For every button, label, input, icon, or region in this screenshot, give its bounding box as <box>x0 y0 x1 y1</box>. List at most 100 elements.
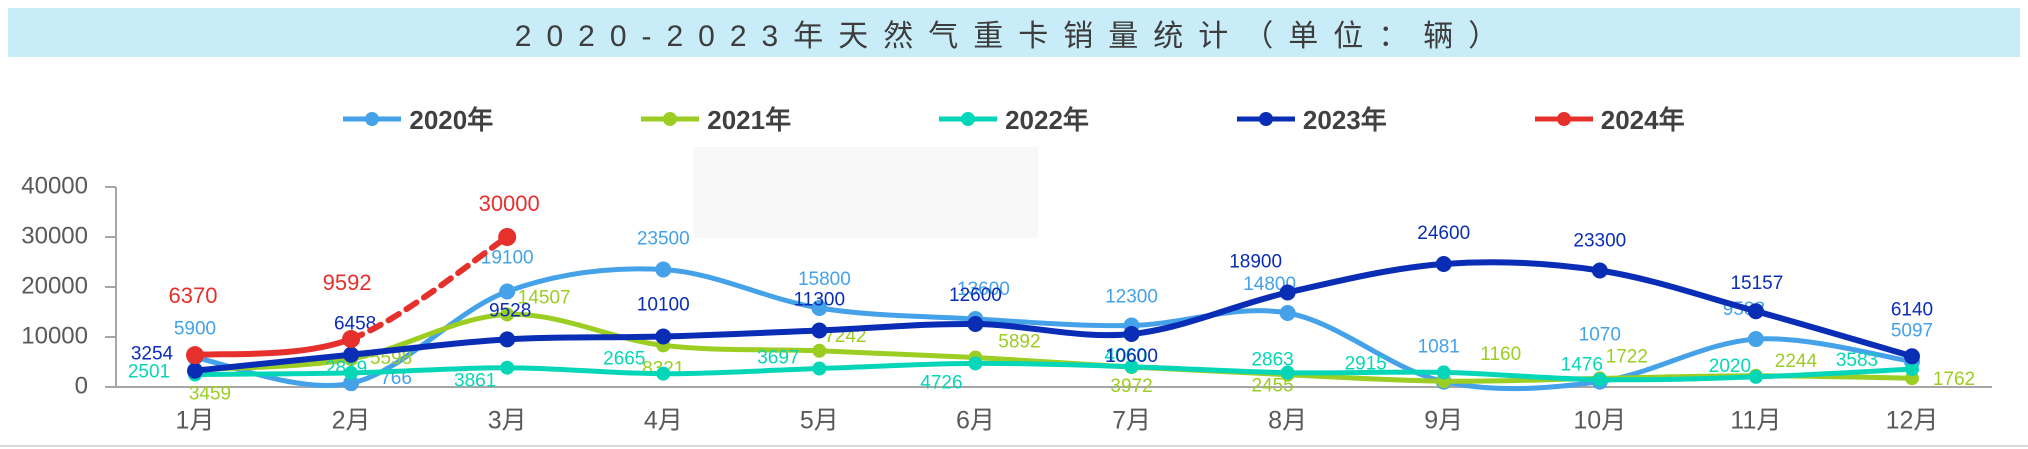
data-point-2023年-11月 <box>1747 303 1764 320</box>
x-axis-month-label: 5月 <box>800 407 839 435</box>
data-point-2024年-2月 <box>342 330 361 349</box>
series-line-solid-2024年 <box>192 336 355 359</box>
data-label-2023年-2月: 6458 <box>334 314 376 335</box>
data-point-2022年-4月 <box>656 366 671 381</box>
data-label-2021年-6月: 5892 <box>998 332 1040 353</box>
legend-label-2024: 2024年 <box>1600 105 1685 135</box>
legend-item-2024: 2024年 <box>1534 100 1685 137</box>
data-point-2023年-6月 <box>967 316 984 332</box>
data-label-2022年-9月: 2915 <box>1345 353 1387 374</box>
legend-item-2023: 2023年 <box>1236 100 1387 137</box>
data-label-2024年-2月: 9592 <box>323 270 372 295</box>
data-point-2020年-5月 <box>811 300 828 316</box>
data-label-2023年-12月: 6140 <box>1891 299 1933 320</box>
data-label-2021年-1月: 3459 <box>189 384 231 405</box>
series-2022年: 2501 2819 3861 2665 3697 4726 4060 2863 2915 1476… <box>128 346 1919 393</box>
data-point-2020年-2月 <box>343 375 360 392</box>
data-label-2022年-8月: 2863 <box>1251 350 1293 371</box>
data-label-2024年-3月: 30000 <box>479 191 540 216</box>
data-point-2022年-11月 <box>1748 369 1763 384</box>
data-label-2023年-5月: 11300 <box>794 290 845 311</box>
data-label-2022年-11月: 2020 <box>1709 356 1751 377</box>
data-label-2022年-1月: 2501 <box>128 362 170 383</box>
data-label-2023年-8月: 18900 <box>1229 252 1282 273</box>
data-point-2022年-2月 <box>344 365 359 380</box>
data-label-2022年-2月: 2819 <box>325 358 367 379</box>
data-point-2022年-8月 <box>1280 365 1295 380</box>
data-label-2021年-11月: 2244 <box>1775 351 1818 372</box>
data-label-2023年-11月: 15157 <box>1730 273 1783 294</box>
data-label-2020年-7月: 12300 <box>1105 287 1158 308</box>
data-label-2020年-9月: 1081 <box>1418 337 1460 358</box>
data-label-2020年-5月: 15800 <box>798 269 851 290</box>
series-2023年: 3254 6458 9528 10100 11300 12600 10600 18900 246… <box>131 223 1933 379</box>
legend-label-2023: 2023年 <box>1302 105 1387 135</box>
data-label-2020年-4月: 23500 <box>637 229 690 250</box>
series-line-2022年 <box>192 360 1915 383</box>
series-line-2023年 <box>192 259 1915 374</box>
legend-marker-2022-icon <box>939 111 998 126</box>
x-axis-month-label: 2月 <box>332 407 371 435</box>
data-point-2022年-3月 <box>500 360 515 375</box>
data-point-2020年-8月 <box>1279 305 1296 321</box>
y-axis-tick-label: 0 <box>75 372 88 399</box>
data-point-2022年-12月 <box>1904 362 1919 377</box>
data-point-2023年-12月 <box>1903 348 1920 365</box>
legend-label-2021: 2021年 <box>707 105 792 135</box>
page-title: 2020-2023年天然气重卡销量统计（单位：辆） <box>514 19 1514 53</box>
data-label-2021年-7月: 3972 <box>1110 376 1152 397</box>
y-axis-tick-label: 40000 <box>21 172 88 199</box>
x-axis-month-label: 9月 <box>1424 407 1463 435</box>
axes: 0 10000 20000 30000 40000 1月 2月 3月 4月 5月 6月 7月 8月 9月 1… <box>21 172 1992 435</box>
legend-marker-2020-icon <box>343 111 402 126</box>
data-label-2022年-10月: 1476 <box>1561 355 1603 376</box>
legend-marker-2024-icon <box>1534 111 1593 126</box>
x-axis-month-label: 10月 <box>1573 407 1626 435</box>
x-axis-month-label: 11月 <box>1730 407 1781 435</box>
legend-label-2022: 2022年 <box>1005 105 1089 135</box>
legend-marker-2023-icon <box>1236 111 1295 126</box>
data-point-2023年-10月 <box>1591 262 1608 279</box>
x-axis-month-label: 4月 <box>644 407 683 435</box>
data-label-2020年-10月: 1070 <box>1579 325 1621 346</box>
x-axis-month-label: 3月 <box>488 407 527 435</box>
x-axis-month-label: 1月 <box>176 407 215 435</box>
data-label-2022年-6月: 4726 <box>920 372 962 393</box>
y-axis-tick-label: 30000 <box>21 222 88 249</box>
legend-item-2022: 2022年 <box>939 100 1089 137</box>
y-axis-tick-label: 10000 <box>21 322 88 349</box>
data-label-2021年-8月: 2455 <box>1251 376 1293 397</box>
data-point-2022年-5月 <box>812 361 827 376</box>
data-label-2022年-3月: 3861 <box>454 371 496 392</box>
legend-label-2020: 2020年 <box>409 105 494 135</box>
data-point-2024年-1月 <box>186 346 204 365</box>
data-point-2024年-3月 <box>498 228 517 246</box>
data-label-2021年-3月: 14507 <box>518 287 571 308</box>
data-label-2021年-12月: 1762 <box>1933 369 1975 390</box>
data-point-2022年-6月 <box>968 356 983 371</box>
data-label-2023年-6月: 12600 <box>949 285 1002 306</box>
data-label-2023年-10月: 23300 <box>1573 231 1626 252</box>
data-point-2023年-2月 <box>343 346 360 363</box>
data-point-2021年-5月 <box>812 343 827 358</box>
legend-item-2020: 2020年 <box>343 100 493 137</box>
data-point-2023年-7月 <box>1123 326 1140 342</box>
data-label-2023年-3月: 9528 <box>489 300 531 321</box>
legend: 2020年 2021年 2022年 2023年 <box>0 100 2028 137</box>
data-label-2022年-5月: 3697 <box>757 348 799 369</box>
data-label-2020年-6月: 13600 <box>957 279 1010 300</box>
data-point-2022年-7月 <box>1124 359 1139 374</box>
data-label-2023年-1月: 3254 <box>131 344 174 365</box>
series-2024年: 6370 9592 30000 <box>169 191 540 365</box>
legend-marker-2021-icon <box>641 111 700 126</box>
data-label-2020年-3月: 19100 <box>481 248 534 269</box>
legend-item-2021: 2021年 <box>641 100 791 137</box>
data-point-2020年-4月 <box>655 261 672 278</box>
data-label-2020年-12月: 5097 <box>1891 321 1933 342</box>
x-axis-month-label: 7月 <box>1112 407 1151 435</box>
data-point-2023年-8月 <box>1279 284 1296 301</box>
data-point-2023年-1月 <box>187 362 203 379</box>
data-label-2021年-10月: 1722 <box>1606 346 1648 367</box>
